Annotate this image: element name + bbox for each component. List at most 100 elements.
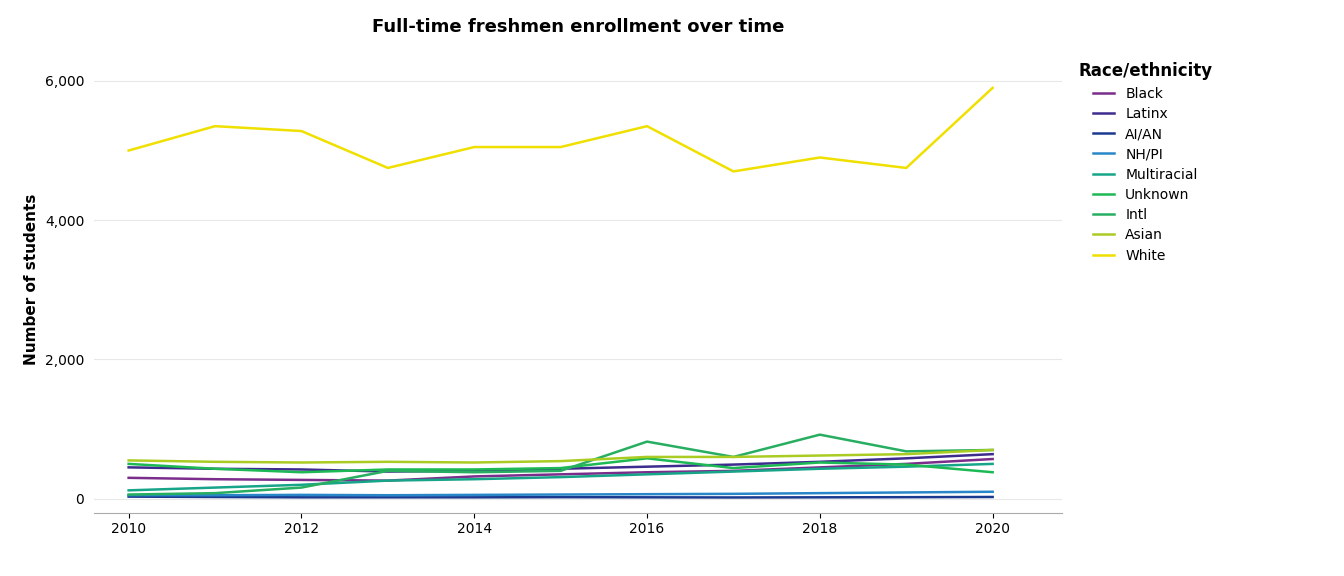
Unknown [552,465,569,472]
Asian [552,458,569,465]
AI/AN [898,494,914,501]
Black [293,476,309,483]
Multiracial [552,473,569,480]
Multiracial [207,484,223,491]
NH/PI [985,488,1001,495]
Line: Intl: Intl [129,435,993,495]
Asian [466,459,482,466]
Unknown [898,461,914,468]
NH/PI [466,491,482,498]
Intl [293,484,309,491]
White [726,168,742,175]
NH/PI [207,492,223,499]
AI/AN [207,494,223,501]
Black [466,473,482,480]
Latinx [207,465,223,472]
AI/AN [552,494,569,501]
Intl [121,491,137,498]
Intl [466,469,482,476]
Multiracial [985,460,1001,467]
Multiracial [812,465,828,472]
Asian [812,452,828,459]
Unknown [726,465,742,472]
Latinx [985,450,1001,457]
Unknown [812,459,828,466]
Unknown [985,469,1001,476]
Asian [207,458,223,465]
AI/AN [726,494,742,501]
Intl [207,490,223,497]
Intl [985,446,1001,453]
Latinx [466,467,482,474]
Latinx [726,461,742,468]
Black [898,460,914,467]
Intl [812,431,828,438]
Intl [898,448,914,455]
Unknown [466,466,482,473]
NH/PI [552,491,569,498]
White [638,123,655,130]
Latinx [121,464,137,471]
Line: Latinx: Latinx [129,454,993,472]
Asian [293,459,309,466]
Line: AI/AN: AI/AN [129,497,993,498]
White [898,165,914,172]
White [552,143,569,150]
Unknown [293,469,309,476]
Latinx [638,463,655,470]
Black [380,477,396,484]
Unknown [638,455,655,462]
Multiracial [466,476,482,483]
AI/AN [985,494,1001,501]
White [293,127,309,134]
Asian [985,446,1001,453]
Multiracial [380,477,396,484]
Black [726,467,742,474]
White [812,154,828,161]
NH/PI [898,489,914,496]
White [985,85,1001,92]
Black [812,464,828,471]
Y-axis label: Number of students: Number of students [24,194,39,365]
NH/PI [638,491,655,498]
Legend: Black, Latinx, AI/AN, NH/PI, Multiracial, Unknown, Intl, Asian, White: Black, Latinx, AI/AN, NH/PI, Multiracial… [1078,62,1212,263]
Line: Black: Black [129,459,993,480]
Latinx [552,465,569,472]
Black [552,471,569,478]
NH/PI [121,492,137,499]
Black [207,476,223,483]
Unknown [380,466,396,473]
Asian [898,450,914,457]
Latinx [293,466,309,473]
Asian [638,453,655,460]
Asian [121,457,137,464]
Line: Asian: Asian [129,450,993,463]
Multiracial [726,468,742,475]
Latinx [812,458,828,465]
White [207,123,223,130]
AI/AN [466,494,482,501]
Title: Full-time freshmen enrollment over time: Full-time freshmen enrollment over time [372,18,784,36]
Asian [726,453,742,460]
Black [638,469,655,476]
Latinx [380,468,396,475]
Multiracial [898,463,914,470]
Intl [726,453,742,460]
Black [985,456,1001,463]
AI/AN [293,494,309,501]
AI/AN [638,494,655,501]
Black [121,475,137,482]
Line: Unknown: Unknown [129,458,993,472]
Unknown [207,465,223,472]
Asian [380,458,396,465]
Intl [552,467,569,474]
Intl [638,438,655,445]
Multiracial [293,482,309,488]
NH/PI [293,491,309,498]
AI/AN [380,494,396,501]
NH/PI [726,490,742,497]
AI/AN [812,494,828,501]
Latinx [898,455,914,462]
White [121,147,137,154]
Intl [380,467,396,474]
